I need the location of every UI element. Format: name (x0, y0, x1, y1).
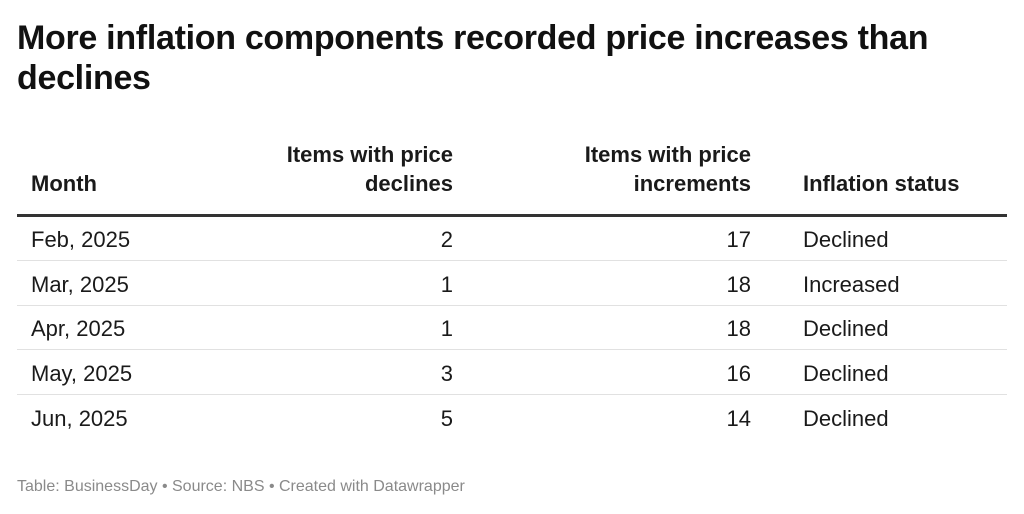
cell-status: Declined (803, 406, 889, 432)
cell-month: Feb, 2025 (17, 215, 207, 261)
column-header-month: Month (17, 140, 207, 217)
column-header-status: Inflation status (751, 140, 1007, 217)
cell-increments: 16 (453, 349, 751, 396)
column-header-increments: Items with price increments (453, 140, 751, 217)
chart-title: More inflation components recorded price… (17, 19, 929, 97)
cell-increments: 18 (453, 305, 751, 351)
cell-month: Mar, 2025 (17, 260, 207, 306)
table-row: May, 2025 3 16 Declined (17, 349, 1007, 396)
cell-month: Apr, 2025 (17, 305, 207, 351)
table-row: Jun, 2025 5 14 Declined (17, 395, 1007, 440)
cell-declines: 1 (207, 260, 453, 306)
cell-declines: 3 (207, 349, 453, 396)
cell-increments: 18 (453, 260, 751, 306)
cell-status: Increased (751, 260, 1007, 306)
cell-month: Jun, 2025 (31, 406, 128, 432)
table-row: Feb, 2025 2 17 Declined (17, 215, 1007, 261)
footer-credits: Table: BusinessDay • Source: NBS • Creat… (17, 478, 465, 495)
data-table: Month Items with price declines Items wit… (17, 140, 1007, 439)
cell-status: Declined (751, 305, 1007, 351)
table-header-row: Month Items with price declines Items wit… (17, 140, 1007, 217)
table-row: Mar, 2025 1 18 Increased (17, 260, 1007, 306)
cell-month: May, 2025 (17, 349, 207, 396)
table-row: Apr, 2025 1 18 Declined (17, 305, 1007, 351)
cell-status: Declined (751, 349, 1007, 396)
cell-increments: 14 (726, 406, 751, 432)
cell-status: Declined (751, 215, 1007, 261)
column-header-declines: Items with price declines (207, 140, 453, 217)
cell-declines: 2 (207, 215, 453, 261)
cell-increments: 17 (453, 215, 751, 261)
cell-declines: 1 (207, 305, 453, 351)
cell-declines: 5 (440, 406, 453, 432)
